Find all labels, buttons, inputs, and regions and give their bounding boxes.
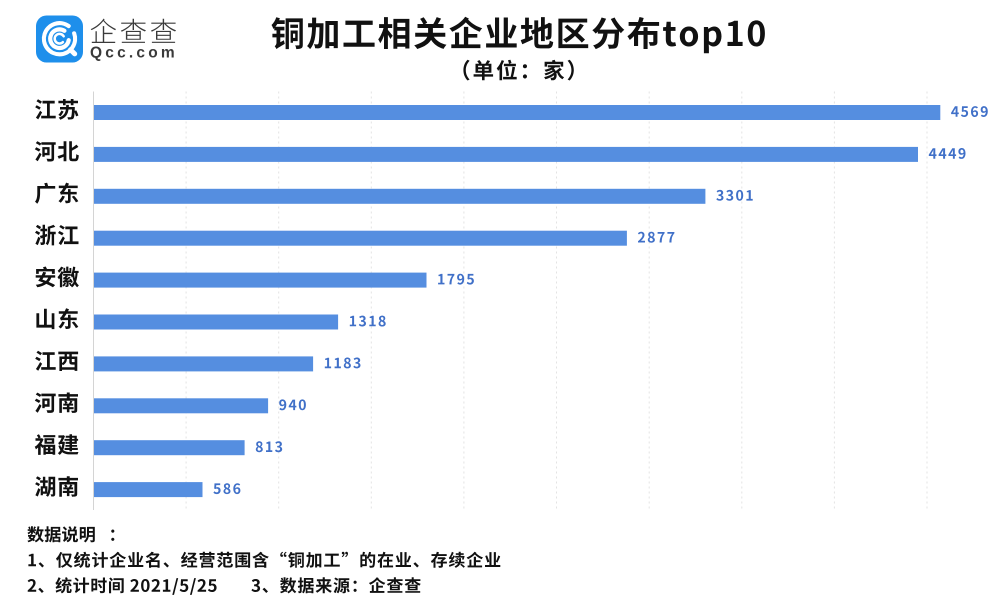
svg-text:Qcc.com: Qcc.com <box>90 44 178 61</box>
